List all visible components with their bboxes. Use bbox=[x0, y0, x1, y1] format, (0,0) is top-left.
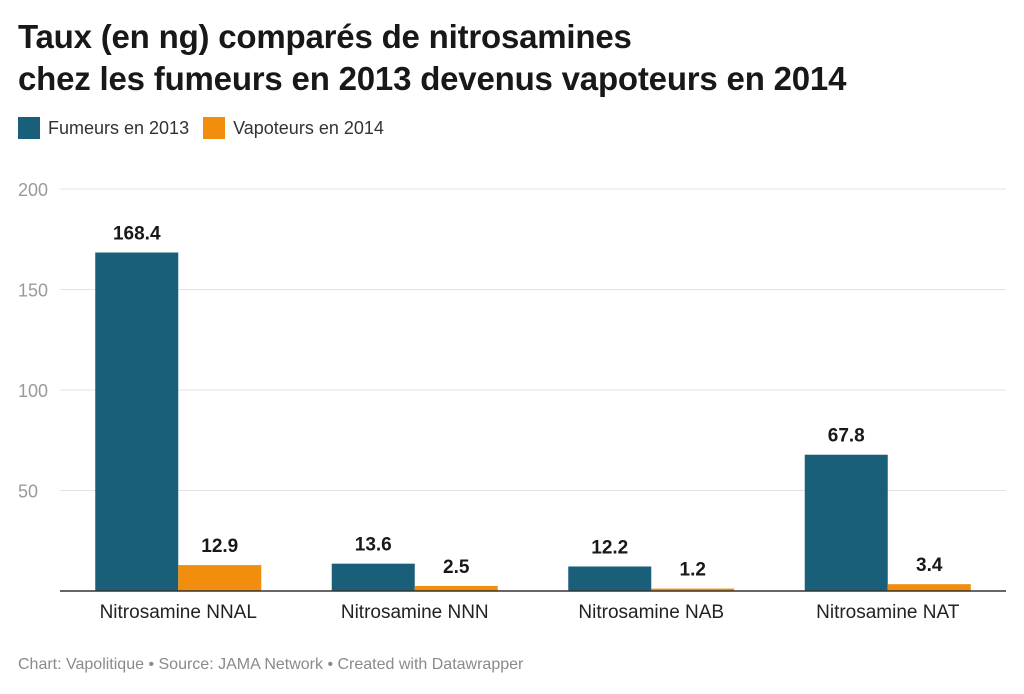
bar bbox=[331, 563, 415, 591]
data-label: 12.9 bbox=[201, 536, 238, 557]
data-label: 1.2 bbox=[680, 560, 706, 581]
chart-legend: Fumeurs en 2013 Vapoteurs en 2014 bbox=[18, 117, 398, 139]
x-category-label: Nitrosamine NAB bbox=[578, 602, 724, 623]
legend-label-fumeurs: Fumeurs en 2013 bbox=[48, 117, 190, 138]
data-label: 12.2 bbox=[591, 537, 628, 558]
y-tick-label: 50 bbox=[18, 482, 38, 502]
bar bbox=[178, 565, 262, 591]
x-category-label: Nitrosamine NNAL bbox=[100, 602, 257, 623]
legend-swatch-vapoteurs bbox=[203, 117, 226, 139]
y-tick-label: 100 bbox=[18, 381, 48, 401]
y-tick-label: 200 bbox=[18, 180, 48, 200]
y-tick-label: 150 bbox=[18, 281, 48, 301]
bar bbox=[414, 585, 498, 591]
data-label: 2.5 bbox=[443, 557, 470, 578]
bar bbox=[804, 454, 888, 591]
data-label: 13.6 bbox=[355, 535, 392, 556]
x-category-label: Nitrosamine NAT bbox=[816, 602, 960, 623]
bar bbox=[887, 584, 971, 591]
x-category-label: Nitrosamine NNN bbox=[341, 602, 489, 623]
legend-item-vapoteurs: Vapoteurs en 2014 bbox=[203, 117, 384, 139]
data-label: 168.4 bbox=[113, 224, 161, 245]
legend-swatch-fumeurs bbox=[18, 117, 40, 139]
bar bbox=[568, 566, 652, 591]
bar bbox=[95, 252, 179, 592]
chart-title: Taux (en ng) comparés de nitrosamines ch… bbox=[18, 16, 846, 100]
legend-item-fumeurs: Fumeurs en 2013 bbox=[18, 117, 189, 139]
bar bbox=[651, 588, 735, 591]
chart-title-line-2: chez les fumeurs en 2013 devenus vapoteu… bbox=[18, 60, 847, 97]
chart-footer: Chart: Vapolitique • Source: JAMA Networ… bbox=[18, 656, 524, 673]
legend-label-vapoteurs: Vapoteurs en 2014 bbox=[233, 117, 384, 138]
chart-title-line-1: Taux (en ng) comparés de nitrosamines bbox=[18, 18, 632, 55]
data-label: 3.4 bbox=[916, 555, 943, 576]
data-label: 67.8 bbox=[828, 426, 865, 447]
